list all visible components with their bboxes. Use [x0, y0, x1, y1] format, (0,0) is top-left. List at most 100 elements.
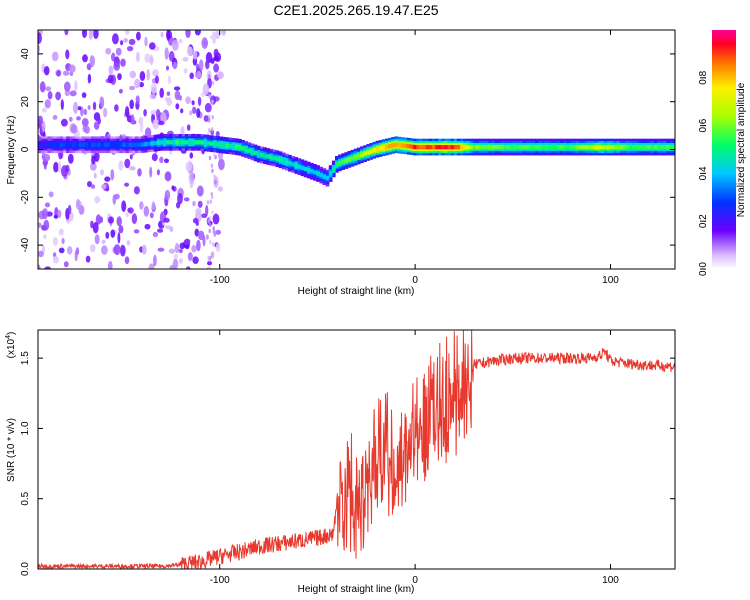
- spectrogram-noise-blob: [38, 250, 44, 258]
- spectrogram-noise-blob: [133, 186, 140, 195]
- spectrogram-noise-blob: [82, 54, 88, 63]
- spectrogram-noise-blob: [87, 105, 91, 110]
- spectrogram-noise-blob: [118, 225, 124, 234]
- spectrogram-band-cell: [488, 145, 492, 150]
- spectrogram-noise-blob: [67, 153, 74, 164]
- spectrogram-noise-blob: [52, 236, 58, 246]
- spectrogram-band-cell: [603, 145, 608, 150]
- spectrogram-noise-blob: [175, 103, 180, 110]
- spectrogram-band-cell: [447, 145, 452, 150]
- colorbar-tick-label: 0.0: [698, 262, 709, 276]
- spectrogram-noise-blob: [66, 246, 73, 255]
- spectrogram-band-cell: [391, 143, 395, 148]
- spectrogram-noise-blob: [124, 30, 130, 35]
- spectrogram-noise-blob: [196, 70, 202, 79]
- spectrogram-noise-blob: [94, 234, 100, 245]
- spectrogram-band-cell: [622, 145, 627, 150]
- spectrogram-band-cell: [503, 145, 508, 150]
- spectrogram-noise-blob: [185, 161, 192, 172]
- spectrogram-noise-blob: [182, 57, 189, 62]
- spectrogram-noise-blob: [126, 240, 131, 246]
- spectrogram-noise-blob: [221, 30, 226, 36]
- spectrogram-band-cell: [241, 146, 245, 151]
- spectrogram-band-cell: [253, 150, 258, 156]
- spectrogram-noise-blob: [45, 86, 52, 92]
- spectrogram-noise-blob: [155, 75, 159, 84]
- y-tick-label: 0.5: [20, 491, 31, 505]
- spectrogram-band-cell: [566, 145, 571, 150]
- spectrogram-noise-blob: [77, 106, 82, 111]
- spectrogram-noise-blob: [112, 33, 119, 45]
- spectrogram-band-cell: [597, 145, 602, 150]
- spectrogram-noise-blob: [152, 231, 159, 238]
- spectrogram-band-cell: [94, 142, 98, 147]
- spectrogram-noise-blob: [158, 120, 165, 126]
- spectrogram-noise-blob: [60, 118, 68, 127]
- spectrogram-band-cell: [269, 155, 274, 160]
- spectrogram-noise-blob: [164, 158, 169, 164]
- spectrogram-band-cell: [200, 140, 205, 145]
- spectrogram-band-cell: [666, 145, 671, 150]
- spectrogram-band-cell: [441, 145, 445, 150]
- spectrogram-noise-blob: [171, 185, 175, 190]
- spectrogram-band-cell: [366, 150, 370, 155]
- spectrogram-band-cell: [466, 145, 470, 150]
- spectrogram-x-ticks: -100 0 100: [210, 30, 619, 286]
- spectrogram-noise-blob: [208, 74, 211, 79]
- spectrogram-noise-blob: [164, 189, 171, 201]
- spectrogram-noise-blob: [97, 117, 102, 125]
- spectrogram-band-cell: [122, 142, 127, 147]
- spectrogram-band-cell: [663, 145, 667, 150]
- spectrogram-band-cell: [210, 141, 214, 146]
- spectrogram-band-cell: [519, 145, 524, 150]
- spectrogram-band-cell: [244, 147, 248, 152]
- spectrogram-noise-blob: [173, 86, 181, 91]
- spectrogram-band-cell: [278, 157, 283, 162]
- spectrogram-noise-blob: [127, 207, 132, 213]
- spectrogram-band-cell: [497, 145, 502, 150]
- spectrogram-band-cell: [44, 142, 48, 147]
- spectrogram-noise-blob: [204, 102, 212, 113]
- spectrogram-band-cell: [328, 171, 333, 176]
- spectrogram-noise-blob: [149, 54, 154, 66]
- spectrogram-band-cell: [616, 145, 621, 150]
- spectrogram-noise-blob: [139, 121, 144, 133]
- spectrogram-noise-blob: [43, 162, 47, 170]
- spectrogram-band-cell: [453, 145, 458, 150]
- spectrogram-band-cell: [156, 140, 161, 145]
- spectrogram-band-cell: [385, 144, 389, 150]
- spectrogram-noise-blob: [64, 30, 69, 36]
- spectrogram-noise-blob: [117, 232, 121, 244]
- spectrogram-band-cell: [338, 160, 342, 165]
- spectrogram-band-cell: [203, 140, 208, 146]
- snr-scale-exponent: 4: [5, 335, 12, 339]
- spectrogram-band-cell: [638, 145, 642, 150]
- spectrogram-noise-blob: [123, 38, 128, 43]
- spectrogram-noise-blob: [120, 244, 126, 257]
- spectrogram-band-cell: [522, 145, 527, 150]
- spectrogram-band-cell: [235, 144, 239, 149]
- spectrogram-band-cell: [535, 145, 539, 150]
- spectrogram-noise-blob: [212, 31, 215, 36]
- spectrogram-noise-blob: [53, 161, 59, 173]
- spectrogram-noise-blob: [149, 93, 157, 100]
- spectrogram-band-cell: [322, 174, 327, 179]
- spectrogram-band-cell: [260, 152, 264, 158]
- spectrogram-band-cell: [478, 145, 483, 150]
- spectrogram-noise-blob: [47, 91, 53, 100]
- spectrogram-noise-blob: [208, 128, 211, 133]
- snr-scale-label: (x104): [5, 332, 17, 359]
- spectrogram-band-cell: [653, 145, 658, 150]
- spectrogram-noise-blob: [166, 91, 171, 96]
- spectrogram-noise-blob: [192, 256, 199, 265]
- spectrogram-band-cell: [250, 149, 255, 154]
- spectrogram-band-cell: [528, 145, 533, 150]
- spectrogram-noise-blob: [180, 108, 184, 114]
- spectrogram-band-cell: [647, 145, 652, 150]
- y-tick-label: -40: [20, 237, 31, 252]
- x-tick-label: 100: [602, 275, 619, 286]
- spectrogram-noise-blob: [159, 87, 164, 98]
- y-tick-label: 0.0: [20, 562, 31, 576]
- spectrogram-noise-blob: [90, 220, 94, 229]
- spectrogram-band-cell: [285, 159, 289, 165]
